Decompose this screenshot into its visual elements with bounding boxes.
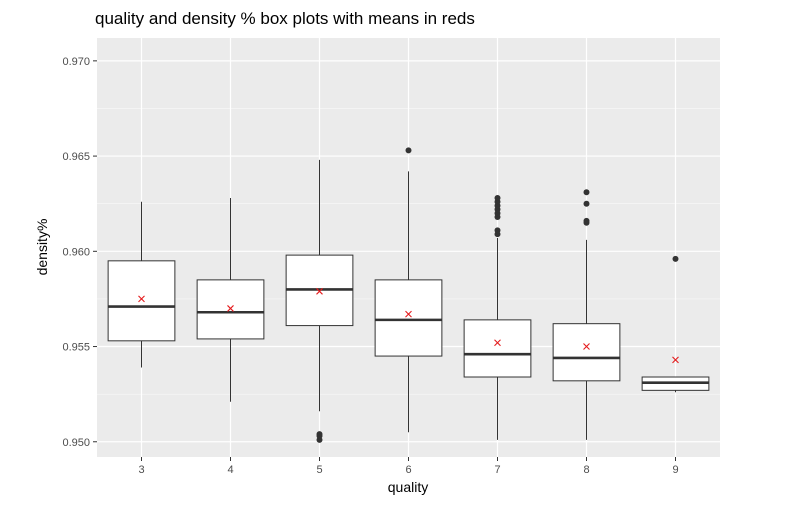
x-tick-label: 6: [405, 464, 411, 476]
mean-marker: [672, 356, 679, 364]
x-axis: 3 4 5 6 7 8 9: [138, 457, 679, 476]
box-group-3: [107, 201, 176, 368]
box-iqr: [552, 323, 621, 382]
y-tick-label: 0.960: [62, 246, 90, 258]
box-iqr: [463, 319, 532, 378]
mean-marker-stroke: [405, 310, 412, 318]
box-group-5: [285, 159, 354, 443]
x-tick-label: 7: [494, 464, 500, 476]
mean-marker-stroke: [138, 295, 145, 303]
outlier-point: [583, 189, 590, 196]
outlier-point: [583, 217, 590, 224]
mean-marker: [494, 339, 501, 347]
mean-marker: [227, 305, 234, 312]
y-tick-label: 0.950: [62, 437, 90, 449]
x-tick-label: 3: [138, 464, 144, 476]
mean-marker-stroke: [494, 339, 501, 347]
y-tick-label: 0.965: [62, 151, 90, 163]
x-tick-label: 4: [227, 464, 233, 476]
mean-marker-stroke: [672, 356, 679, 364]
box-group-6: [374, 147, 443, 433]
x-tick-label: 5: [316, 464, 322, 476]
mean-marker-stroke: [583, 343, 590, 350]
box-group-9: [641, 255, 710, 393]
x-tick-label: 8: [583, 464, 589, 476]
y-tick-label: 0.970: [62, 56, 90, 68]
mean-marker: [583, 343, 590, 350]
box-iqr: [374, 279, 443, 357]
x-tick-label: 9: [672, 464, 678, 476]
outlier-point: [583, 200, 590, 207]
y-axis: 0.950 0.955 0.960 0.965 0.970: [62, 56, 97, 449]
box-series: [107, 147, 710, 443]
mean-marker-stroke: [227, 305, 234, 312]
x-axis-label: quality: [388, 479, 428, 495]
y-axis-label: density%: [34, 219, 50, 276]
box-group-7: [463, 194, 532, 440]
mean-marker-stroke: [316, 287, 323, 295]
outlier-point: [494, 227, 501, 234]
mean-marker: [316, 287, 323, 295]
box-group-4: [196, 197, 265, 402]
box-iqr: [196, 279, 265, 340]
outlier-point: [405, 147, 412, 154]
chart-title: quality and density % box plots with mea…: [95, 9, 475, 28]
outlier-point: [672, 255, 679, 262]
mean-marker: [138, 295, 145, 303]
y-tick-label: 0.955: [62, 342, 90, 354]
outlier-point: [494, 194, 501, 201]
mean-marker: [405, 310, 412, 318]
outlier-point: [316, 431, 323, 438]
box-group-8: [552, 189, 621, 440]
box-iqr: [107, 260, 176, 342]
